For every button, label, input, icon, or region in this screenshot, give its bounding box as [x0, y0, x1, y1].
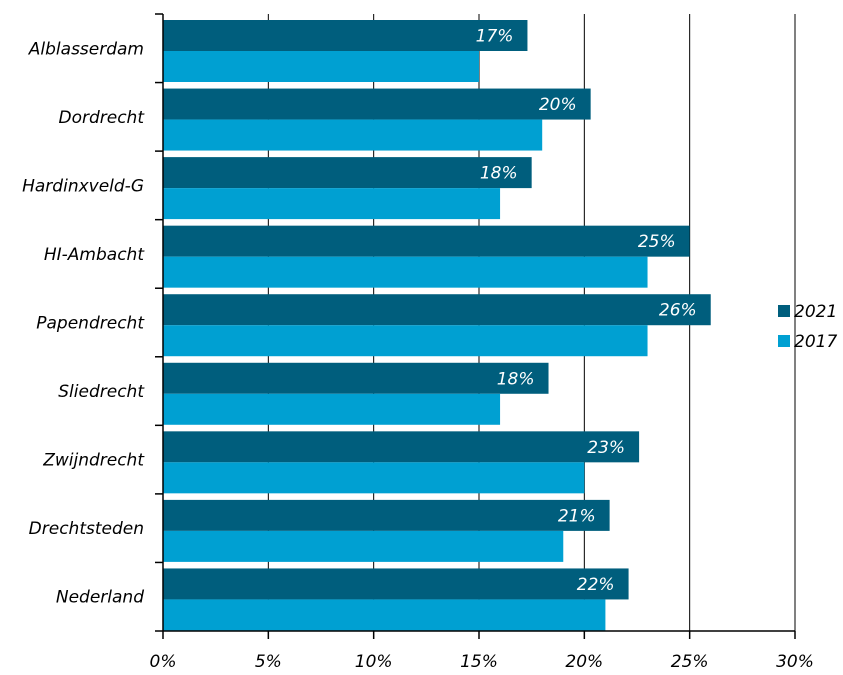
- category-label: Hardinxveld-G: [22, 176, 144, 196]
- bar-2021: [163, 225, 690, 257]
- bar-2017: [163, 462, 585, 494]
- bar-2021: [163, 157, 532, 189]
- bar-2021: [163, 294, 711, 326]
- data-label: 20%: [539, 95, 577, 115]
- bar-2021: [163, 88, 591, 120]
- bar-2017: [163, 325, 648, 357]
- axes: [155, 13, 796, 639]
- bar-2021: [163, 499, 610, 531]
- data-label: 23%: [587, 438, 625, 458]
- category-label: HI-Ambacht: [44, 245, 145, 265]
- legend-label: 2017: [794, 332, 837, 352]
- bar-2021: [163, 362, 549, 394]
- data-label: 18%: [497, 369, 535, 389]
- bar-2017: [163, 393, 501, 425]
- x-tick-label: 20%: [565, 652, 603, 670]
- category-label: Sliedrecht: [58, 382, 145, 402]
- category-label: Alblasserdam: [28, 39, 144, 59]
- category-label: Drechtsteden: [29, 519, 144, 539]
- data-label: 21%: [558, 506, 596, 526]
- data-label: 22%: [577, 575, 615, 595]
- bar-2017: [163, 188, 501, 220]
- x-tick-label: 30%: [776, 652, 814, 670]
- category-label: Nederland: [56, 588, 144, 608]
- x-tick-label: 25%: [671, 652, 709, 670]
- legend-label: 2021: [794, 302, 837, 322]
- legend-swatch-2021: [778, 305, 790, 317]
- data-label: 25%: [638, 232, 676, 252]
- category-label: Papendrecht: [36, 314, 145, 334]
- data-label: 18%: [480, 164, 518, 184]
- x-tick-label: 5%: [255, 652, 282, 670]
- bars: [163, 20, 711, 631]
- x-tick-label: 10%: [355, 652, 393, 670]
- x-tick-label: 15%: [460, 652, 498, 670]
- bar-2021: [163, 431, 640, 463]
- category-label: Zwijndrecht: [42, 451, 145, 471]
- labels: 17% Alblasserdam 20% Dordrecht 18% Hardinxvel…: [22, 27, 814, 673]
- category-label: Dordrecht: [58, 108, 145, 128]
- bar-2017: [163, 119, 543, 151]
- legend: 2021 2017: [778, 302, 837, 352]
- bar-2017: [163, 530, 564, 562]
- bar-2021: [163, 20, 528, 51]
- bar-2017: [163, 256, 648, 288]
- bar-2017: [163, 51, 479, 82]
- data-label: 17%: [476, 27, 514, 47]
- bar-2017: [163, 599, 606, 631]
- bar-2021: [163, 568, 629, 600]
- x-tick-label: 0%: [150, 652, 177, 670]
- legend-swatch-2017: [778, 335, 790, 347]
- data-label: 26%: [659, 301, 697, 321]
